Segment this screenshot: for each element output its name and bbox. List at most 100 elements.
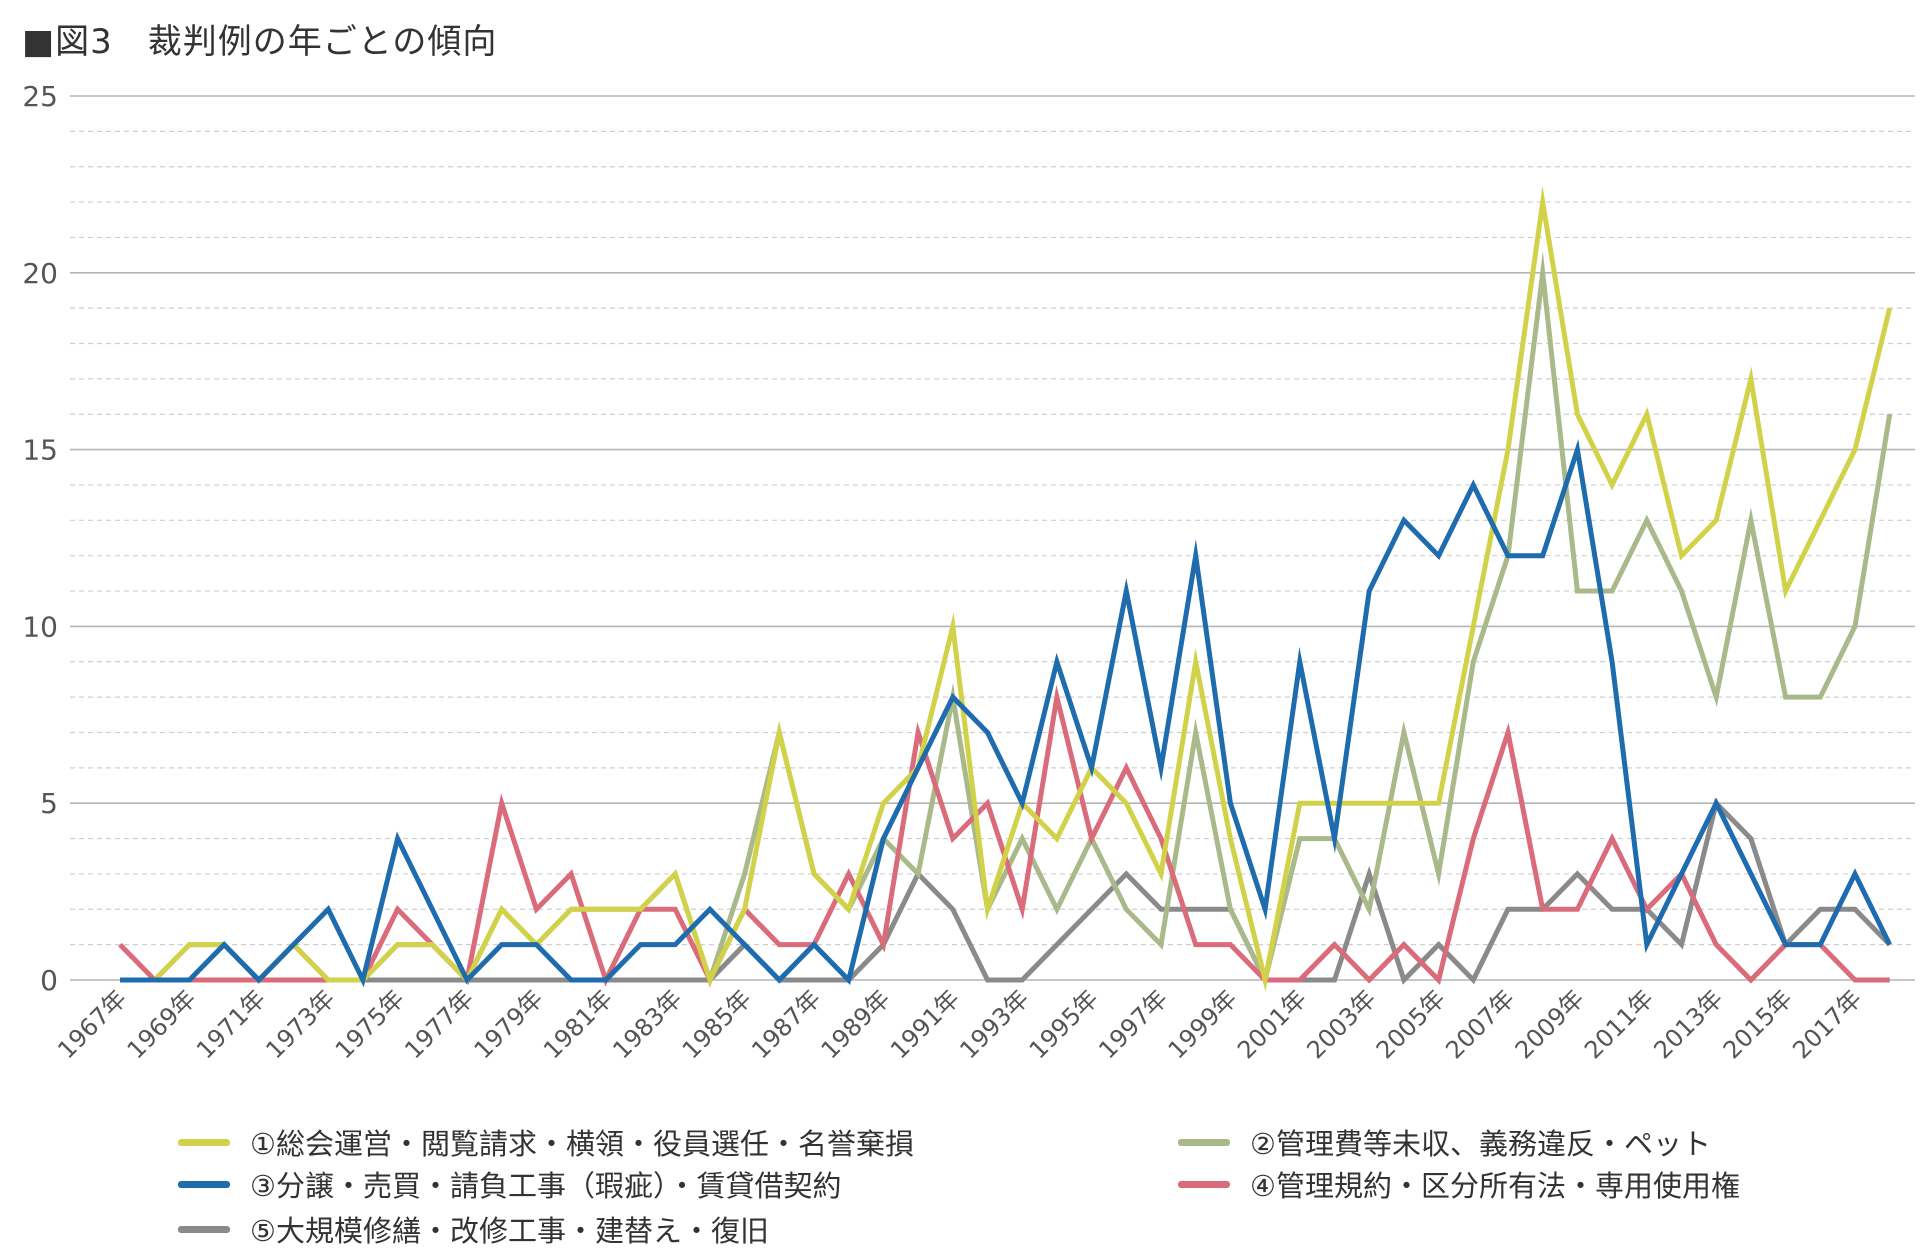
data-point <box>500 978 504 982</box>
data-point <box>986 731 990 735</box>
data-point <box>1818 518 1822 522</box>
data-point <box>396 943 400 947</box>
data-point <box>1749 872 1753 876</box>
data-point <box>1818 695 1822 699</box>
y-tick-label: 0 <box>40 964 58 997</box>
x-tick-label: 1969年 <box>122 984 202 1064</box>
data-point <box>1333 978 1337 982</box>
data-point <box>1159 766 1163 770</box>
data-point <box>1194 731 1198 735</box>
data-point <box>465 978 469 982</box>
x-tick-label: 2009年 <box>1510 984 1590 1064</box>
series-5 <box>120 798 1892 985</box>
data-point <box>743 943 747 947</box>
data-point <box>396 978 400 982</box>
data-point <box>1055 907 1059 911</box>
data-point <box>1853 624 1857 628</box>
data-point <box>1784 589 1788 593</box>
data-point <box>1680 872 1684 876</box>
data-point <box>1263 907 1267 911</box>
data-point <box>1228 837 1232 841</box>
data-point <box>743 872 747 876</box>
data-point <box>1471 624 1475 628</box>
data-point <box>986 978 990 982</box>
data-point <box>1888 306 1892 310</box>
data-point <box>1437 943 1441 947</box>
series-1 <box>120 185 1893 992</box>
data-point <box>951 907 955 911</box>
data-point <box>1471 978 1475 982</box>
data-point <box>153 978 157 982</box>
data-point <box>1575 589 1579 593</box>
data-point <box>1888 943 1892 947</box>
data-point <box>1194 554 1198 558</box>
data-point <box>1194 943 1198 947</box>
x-tick-label: 1985年 <box>677 984 757 1064</box>
data-point <box>639 943 643 947</box>
data-point <box>1402 731 1406 735</box>
data-point <box>708 907 712 911</box>
x-tick-label: 1993年 <box>954 984 1034 1064</box>
data-point <box>1575 412 1579 416</box>
data-point <box>881 837 885 841</box>
data-point <box>569 907 573 911</box>
data-point <box>1055 695 1059 699</box>
data-point <box>534 907 538 911</box>
data-point <box>604 978 608 982</box>
data-point <box>604 907 608 911</box>
data-point <box>1402 518 1406 522</box>
series-4 <box>118 684 1892 987</box>
chart-title: ■図3 裁判例の年ごとの傾向 <box>22 22 498 62</box>
data-point <box>222 978 226 982</box>
data-point <box>1784 943 1788 947</box>
data-point <box>1575 907 1579 911</box>
data-point <box>1714 518 1718 522</box>
data-point <box>1298 660 1302 664</box>
data-point <box>1367 589 1371 593</box>
data-point <box>777 978 781 982</box>
data-point <box>500 801 504 805</box>
data-point <box>812 872 816 876</box>
data-point <box>951 624 955 628</box>
x-tick-label: 2017年 <box>1787 984 1867 1064</box>
data-point <box>257 978 261 982</box>
data-point <box>951 837 955 841</box>
data-point <box>1367 801 1371 805</box>
data-point <box>1471 837 1475 841</box>
data-point <box>326 907 330 911</box>
x-tick-label: 1995年 <box>1024 984 1104 1064</box>
data-point <box>430 943 434 947</box>
data-point <box>1853 448 1857 452</box>
data-point <box>1437 801 1441 805</box>
x-tick-label: 1975年 <box>330 984 410 1064</box>
data-point <box>881 801 885 805</box>
data-point <box>1124 907 1128 911</box>
data-point <box>1506 907 1510 911</box>
data-point <box>916 731 920 735</box>
data-point <box>847 978 851 982</box>
data-point <box>881 943 885 947</box>
data-point <box>916 766 920 770</box>
data-point <box>673 907 677 911</box>
x-tick-label: 1999年 <box>1163 984 1243 1064</box>
series-line-1 <box>120 185 1893 992</box>
data-point <box>1680 554 1684 558</box>
data-point <box>1263 978 1267 982</box>
data-point <box>1437 872 1441 876</box>
x-tick-label: 1973年 <box>260 984 340 1064</box>
data-point <box>118 943 122 947</box>
x-tick-label: 2013年 <box>1648 984 1728 1064</box>
data-point <box>569 978 573 982</box>
data-point <box>1367 978 1371 982</box>
data-point <box>1645 907 1649 911</box>
data-point <box>1888 978 1892 982</box>
y-tick-label: 5 <box>40 787 58 820</box>
x-tick-label: 2001年 <box>1232 984 1312 1064</box>
data-point <box>1124 766 1128 770</box>
data-point <box>1055 943 1059 947</box>
x-tick-label: 2003年 <box>1301 984 1381 1064</box>
data-point <box>1506 731 1510 735</box>
data-point <box>1124 872 1128 876</box>
data-point <box>1575 872 1579 876</box>
data-point <box>673 872 677 876</box>
